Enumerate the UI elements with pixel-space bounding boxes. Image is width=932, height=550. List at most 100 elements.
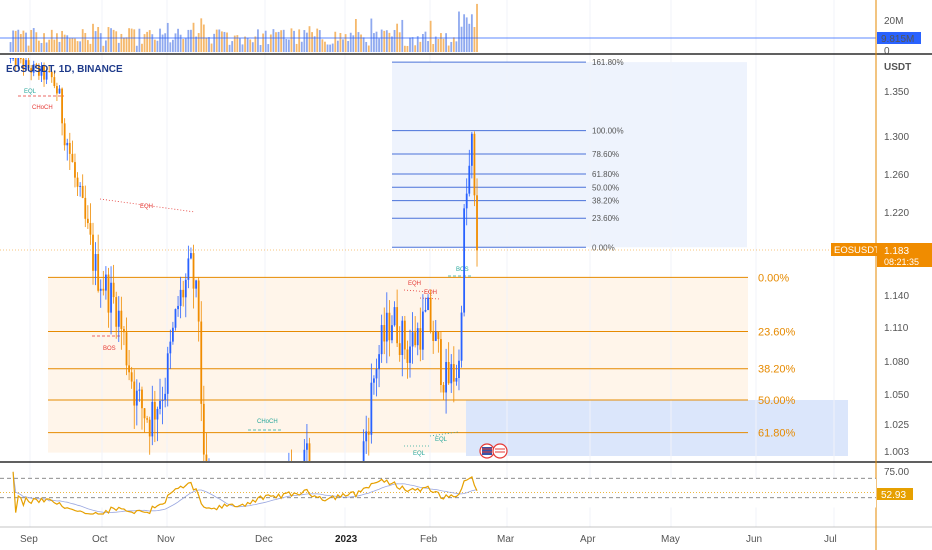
candle-body (200, 321, 203, 404)
candle-body (303, 449, 306, 461)
volume-bar (246, 38, 249, 52)
volume-bar (287, 39, 290, 52)
volume-bar (161, 34, 164, 52)
candle-body (135, 390, 138, 406)
volume-bar (120, 33, 123, 52)
volume-bar (308, 26, 311, 52)
volume-bar (241, 44, 244, 52)
volume-bar (71, 38, 74, 52)
volume-bar (22, 30, 25, 52)
volume-bar (102, 45, 105, 52)
volume-bar (53, 39, 56, 52)
volume-bar (192, 22, 195, 52)
candle-body (398, 343, 401, 356)
volume-bar (117, 42, 120, 52)
volume-bar (391, 36, 393, 52)
candle-body (174, 309, 177, 328)
candle-body (27, 60, 30, 69)
candle-body (81, 185, 84, 198)
candle-body (391, 325, 393, 341)
volume-bar (450, 41, 453, 52)
fib-lower-label: 50.00% (758, 395, 796, 407)
volume-bar (169, 42, 172, 52)
candle-body (470, 133, 473, 166)
eqh-feb1-label: EQH (408, 281, 421, 287)
candle-body (58, 88, 61, 94)
fib-upper-label: 78.60% (592, 150, 619, 159)
candle-body (19, 58, 22, 59)
candle-body (141, 389, 143, 409)
fib-lower-label: 23.60% (758, 327, 796, 339)
rsi-pane[interactable] (0, 471, 876, 515)
us-flag-2-icon[interactable] (492, 443, 508, 459)
volume-bar (373, 33, 375, 52)
volume-bar (295, 43, 298, 52)
ticker-label: EOSUSDT (834, 245, 880, 256)
candle-body (53, 77, 56, 87)
volume-bar (205, 37, 208, 52)
volume-bar (427, 41, 429, 52)
volume-bar (115, 31, 118, 52)
candle-body (409, 346, 411, 363)
candle-body (48, 71, 51, 73)
candle-body (434, 331, 437, 341)
volume-bar (375, 31, 378, 52)
candle-body (76, 177, 79, 187)
time-axis[interactable]: Sep Oct Nov Dec 2023 Feb Mar Apr May Jun… (20, 534, 837, 545)
candle-body (393, 307, 396, 326)
volume-bar (432, 44, 435, 52)
volume-bar (339, 33, 342, 52)
event-flags[interactable] (479, 443, 508, 459)
candle-body (25, 60, 27, 70)
choch-top-label: CHoCH (32, 105, 53, 111)
volume-bar (166, 22, 169, 52)
candle-body (378, 354, 380, 370)
volume-bar (303, 30, 306, 52)
candle-body (447, 362, 450, 384)
candle-body (403, 320, 406, 350)
volume-bar (84, 32, 87, 52)
volume-bar (220, 31, 223, 52)
candle-body (365, 431, 368, 442)
candle-body (161, 400, 164, 402)
volume-bar (233, 35, 236, 52)
volume-bar (148, 30, 151, 52)
candle-body (383, 325, 386, 342)
candle-body (112, 282, 115, 298)
volume-bar (130, 28, 133, 52)
volume-bar (437, 38, 440, 52)
volume-bar (429, 20, 432, 52)
fib-lower-group[interactable]: 0.00% 23.60% 38.20% 50.00% 61.80% (48, 272, 796, 440)
volume-bar (12, 30, 15, 52)
volume-bar (357, 32, 360, 52)
eqh-sep-line (99, 198, 196, 213)
volume-bar (321, 39, 324, 52)
volume-bar (125, 37, 128, 52)
volume-bar (104, 40, 107, 52)
price-tick-9: 1.003 (884, 447, 909, 458)
volume-bar (244, 36, 246, 52)
volume-bar (9, 42, 12, 52)
fib-upper-group[interactable]: 161.80% 100.00% 78.60% 61.80% 50.00% 38.20% 23… (392, 58, 624, 252)
volume-bar (239, 38, 241, 52)
candle-body (190, 253, 192, 259)
time-label-jul: Jul (824, 534, 837, 545)
volume-bar (218, 29, 221, 52)
eqh-sep-label: EQH (140, 204, 153, 210)
candle-body (12, 58, 15, 59)
countdown-label: 08:21:35 (884, 257, 919, 267)
volume-bar (293, 30, 295, 52)
volume-bar (280, 30, 283, 52)
volume-bar (473, 27, 476, 52)
volume-bar (370, 18, 373, 52)
bos-feb-label: BOS (456, 267, 469, 273)
volume-bar (290, 28, 293, 52)
candle-body (458, 360, 460, 379)
volume-bar (223, 31, 226, 52)
price-axis[interactable]: USDT 20M 0 9.815M 1.350 1.300 1.260 1.22… (831, 16, 932, 501)
volume-bar (324, 41, 326, 52)
candle-body (421, 311, 424, 350)
volume-bar (460, 26, 463, 52)
us-flag-stripes-icon (482, 447, 492, 455)
